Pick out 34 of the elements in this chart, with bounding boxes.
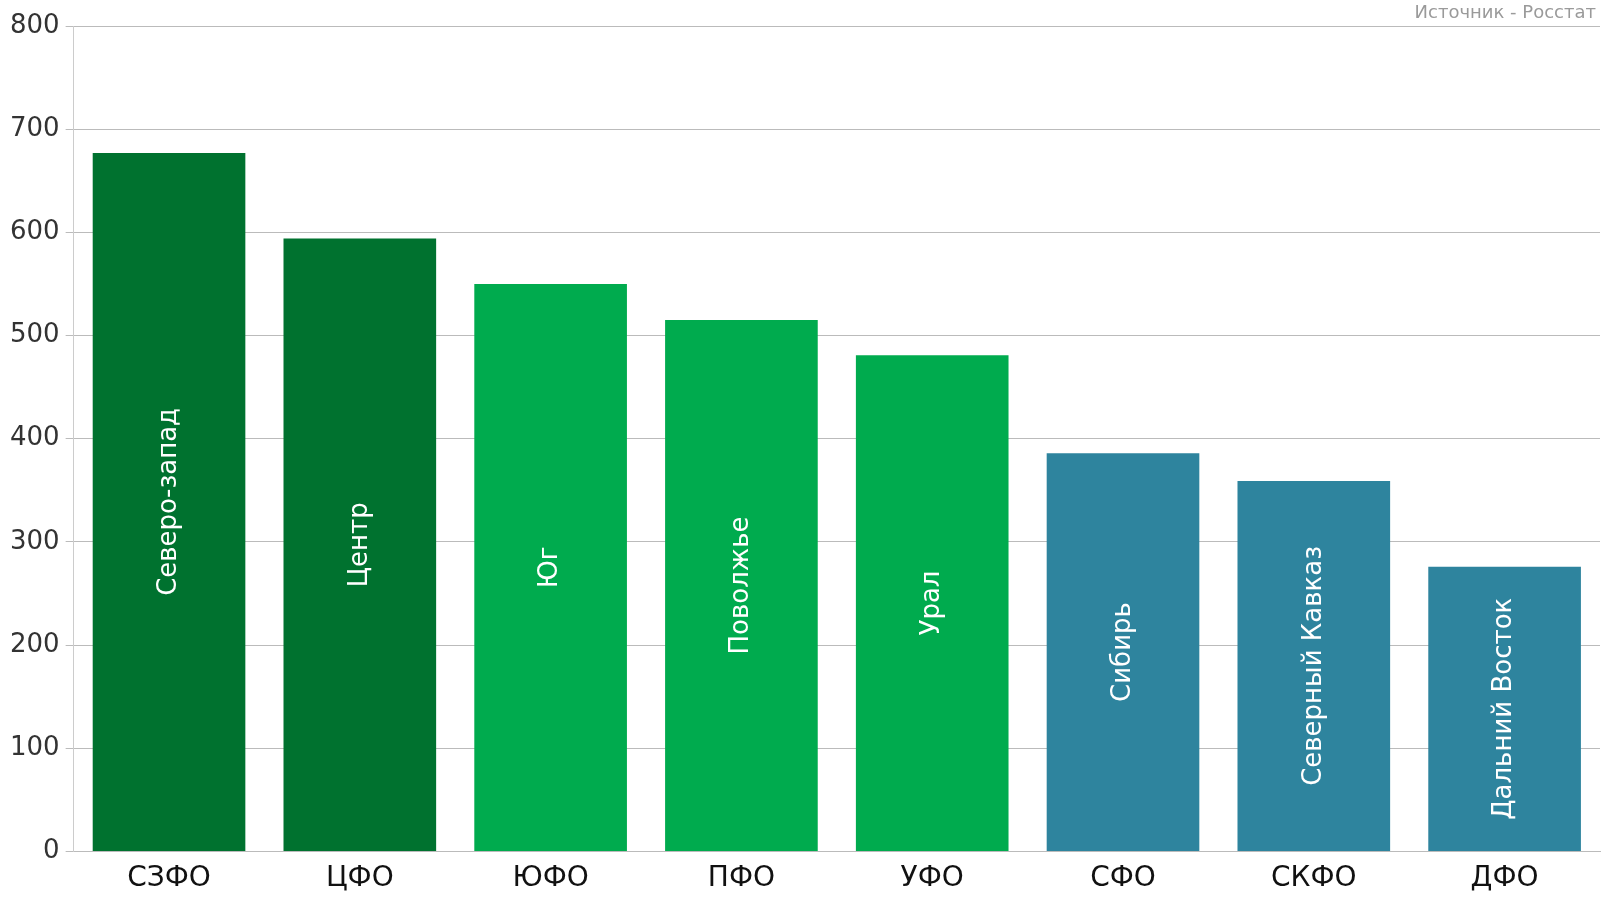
annotation: Дальний Восток bbox=[1487, 597, 1518, 820]
bar bbox=[474, 283, 627, 851]
x-tick-label: ЮФО bbox=[512, 860, 589, 894]
annotation: Урал bbox=[914, 570, 945, 636]
y-tick-label: 800 bbox=[9, 8, 60, 39]
x-tick-label: СКФО bbox=[1271, 860, 1357, 894]
x-tick-label: СФО bbox=[1090, 860, 1156, 894]
bar bbox=[283, 238, 437, 851]
bar bbox=[665, 320, 818, 851]
bar bbox=[855, 355, 1009, 851]
x-tick-label: УФО bbox=[900, 860, 964, 894]
x-tick-label: ЦФО bbox=[325, 860, 394, 894]
annotation: Центр bbox=[342, 502, 373, 588]
x-tick-label: СЗФО bbox=[127, 860, 211, 894]
y-tick-label: 0 bbox=[43, 834, 60, 865]
annotation: Сибирь bbox=[1105, 602, 1136, 702]
text: Источник - Росстат bbox=[1414, 0, 1596, 22]
x-tick-label: ДФО bbox=[1470, 860, 1539, 894]
annotation: Северный Кавказ bbox=[1296, 546, 1327, 786]
bar bbox=[1046, 453, 1200, 851]
bar bbox=[1428, 566, 1581, 851]
y-tick-label: 100 bbox=[9, 730, 60, 761]
y-tick-label: 300 bbox=[9, 524, 60, 555]
annotation: Юг bbox=[533, 546, 564, 589]
bar bbox=[92, 152, 246, 851]
y-tick-label: 200 bbox=[9, 627, 60, 658]
y-tick-label: 700 bbox=[9, 111, 60, 142]
y-tick-label: 400 bbox=[9, 421, 60, 452]
bar bbox=[1237, 481, 1391, 851]
y-tick-label: 500 bbox=[9, 318, 60, 349]
x-tick-label: ПФО bbox=[707, 860, 776, 894]
annotation: Северо-запад bbox=[151, 407, 182, 596]
annotation: Поволжье bbox=[724, 516, 755, 655]
y-tick-label: 600 bbox=[9, 215, 60, 246]
